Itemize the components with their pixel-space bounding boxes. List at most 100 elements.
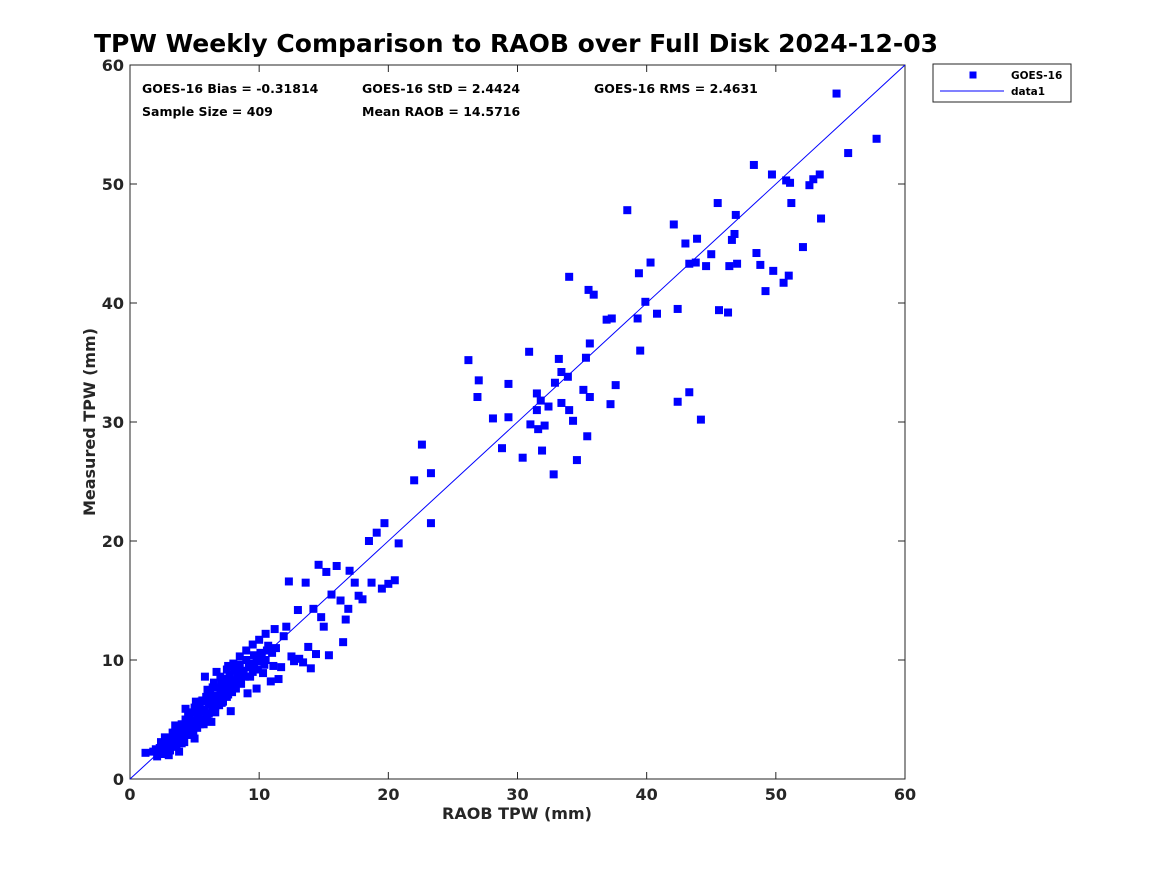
legend-label-goes-16: GOES-16 — [1011, 70, 1062, 82]
data-point — [685, 259, 694, 268]
data-point — [274, 675, 283, 684]
data-point — [394, 539, 403, 548]
data-point — [769, 266, 778, 275]
data-point — [261, 629, 270, 638]
data-point — [224, 661, 233, 670]
data-point — [256, 648, 265, 657]
data-point — [538, 446, 547, 455]
data-point — [198, 705, 207, 714]
data-point — [633, 314, 642, 323]
data-point — [243, 689, 252, 698]
data-point — [184, 709, 193, 718]
data-point — [157, 738, 165, 747]
x-axis: 0 10 20 30 40 50 60 — [124, 65, 916, 804]
data-point — [341, 615, 350, 624]
data-point — [197, 697, 206, 706]
data-point — [168, 738, 177, 747]
data-point — [153, 752, 162, 761]
data-point — [696, 415, 705, 424]
data-point — [242, 646, 251, 655]
data-point — [784, 271, 793, 280]
data-point — [319, 622, 328, 631]
data-point — [525, 347, 534, 356]
data-point — [602, 315, 611, 324]
x-tick-label: 0 — [124, 785, 135, 804]
data-point — [752, 249, 761, 258]
data-point — [181, 704, 190, 713]
data-point — [727, 235, 736, 244]
data-point — [749, 160, 758, 169]
data-point — [583, 432, 592, 441]
stat-rms: GOES-16 RMS = 2.4631 — [594, 81, 758, 96]
data-point — [707, 250, 716, 259]
data-point — [217, 698, 226, 707]
data-point — [563, 372, 572, 381]
data-point — [532, 389, 541, 398]
data-point — [219, 675, 227, 684]
data-point — [464, 356, 473, 365]
data-point — [268, 648, 277, 657]
data-point — [607, 314, 616, 323]
data-point — [271, 644, 280, 653]
data-point — [312, 650, 320, 659]
data-point — [304, 642, 313, 651]
data-point — [327, 590, 336, 599]
data-point — [634, 269, 643, 278]
data-point — [164, 751, 173, 760]
data-point — [172, 742, 181, 751]
data-point — [410, 476, 419, 485]
legend: GOES-16 data1 — [932, 63, 1072, 103]
data-point — [473, 393, 482, 402]
data-point — [761, 287, 770, 296]
data-point — [345, 566, 354, 575]
data-point — [324, 651, 333, 660]
data-point — [244, 663, 253, 672]
data-point — [284, 577, 293, 586]
data-point — [488, 414, 497, 423]
data-point — [287, 652, 296, 661]
data-point — [786, 178, 795, 187]
data-point — [693, 234, 702, 243]
data-point — [317, 613, 326, 622]
data-point — [585, 393, 594, 402]
data-point — [264, 641, 273, 650]
data-point — [266, 677, 275, 686]
data-point — [572, 456, 581, 465]
data-point — [299, 658, 308, 667]
data-point — [669, 220, 678, 229]
data-point — [390, 576, 399, 585]
data-point — [730, 229, 739, 238]
data-point — [646, 258, 655, 267]
data-point — [255, 635, 264, 644]
y-axis: 0 10 20 30 40 50 60 — [102, 56, 905, 789]
data-point — [309, 604, 318, 613]
data-point — [367, 578, 376, 587]
data-point — [141, 748, 150, 757]
data-point — [653, 309, 661, 318]
data-point — [202, 692, 211, 701]
data-point — [702, 262, 711, 271]
data-point — [270, 625, 279, 634]
data-point — [189, 727, 198, 736]
data-point — [725, 262, 734, 271]
data-point — [209, 678, 218, 687]
data-point — [240, 672, 249, 681]
data-point — [606, 400, 615, 409]
data-point — [569, 416, 578, 425]
data-point — [589, 290, 598, 299]
data-point — [673, 304, 682, 313]
data-point — [579, 385, 588, 394]
data-point — [798, 243, 807, 252]
data-point — [733, 259, 742, 268]
data-point — [534, 425, 543, 434]
data-point — [279, 632, 288, 641]
legend-box — [932, 63, 1072, 103]
data-point — [557, 368, 566, 377]
data-point — [250, 651, 258, 660]
data-point — [809, 175, 818, 184]
chart-title: TPW Weekly Comparison to RAOB over Full … — [94, 29, 938, 58]
data-point — [581, 353, 590, 362]
data-point — [565, 272, 574, 281]
data-point — [166, 746, 175, 755]
